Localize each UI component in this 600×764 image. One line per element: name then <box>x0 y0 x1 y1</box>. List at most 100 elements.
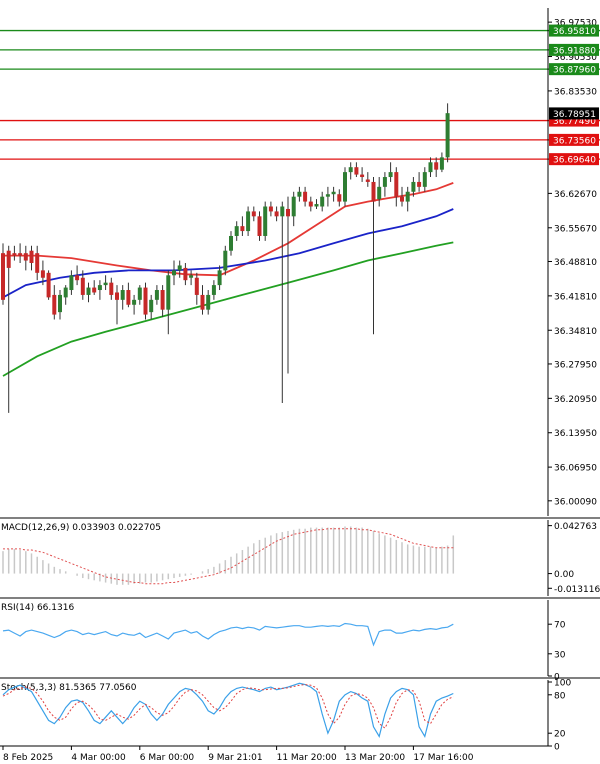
tick-label: 36.83530 <box>554 87 597 97</box>
candle <box>274 206 279 222</box>
candle <box>377 177 382 207</box>
candle-body <box>29 250 34 263</box>
candle <box>240 216 245 236</box>
ma-line-mid <box>2 208 454 299</box>
candle <box>75 265 80 286</box>
level-label-box <box>549 24 599 37</box>
candle <box>6 245 11 413</box>
candle <box>394 167 399 207</box>
candle-body <box>388 172 393 178</box>
candle <box>382 172 387 197</box>
tick-label: 36.97530 <box>554 19 597 29</box>
candle-body <box>274 211 279 217</box>
rsi-line <box>2 622 454 647</box>
candle-body <box>115 292 119 300</box>
candle <box>115 285 119 325</box>
level-price-label: 36.87960 <box>553 66 596 76</box>
candle <box>314 199 319 209</box>
candle-body <box>400 196 404 202</box>
tick-label: 30 <box>554 650 566 660</box>
candle-body <box>297 191 302 197</box>
tick-label: 36.20950 <box>554 395 597 405</box>
candle-body <box>143 287 148 315</box>
macd-axis-ticks: 0.042763 0.00 -0.013116 <box>548 522 600 595</box>
candle <box>445 103 450 163</box>
macd-pane: MACD(12,26,9) 0.033903 0.022705 0.042763… <box>1 520 600 596</box>
candle <box>97 280 102 300</box>
current-price-label: 36.78951 <box>553 110 596 120</box>
candle <box>109 277 114 300</box>
candle <box>35 245 40 281</box>
candle <box>29 245 34 271</box>
candle-body <box>405 191 410 202</box>
candle-body <box>246 211 251 232</box>
candle-body <box>377 186 382 200</box>
candle <box>303 186 308 207</box>
candle <box>194 272 199 305</box>
candle-body <box>234 226 239 236</box>
candlesticks <box>1 103 450 413</box>
level-price-label: 36.77490 <box>553 117 596 127</box>
rsi-path <box>2 622 454 647</box>
candle-body <box>80 277 85 295</box>
candle-body <box>217 270 222 286</box>
candle-body <box>280 206 285 217</box>
current-price-box <box>549 107 599 120</box>
tick-label: 36.48810 <box>554 258 597 268</box>
horizontal-levels <box>0 29 600 160</box>
candle-body <box>126 290 131 305</box>
candle <box>257 211 262 241</box>
candle <box>149 294 154 320</box>
time-label: 13 Mar 20:00 <box>345 753 405 763</box>
candle <box>223 245 228 276</box>
candle-body <box>411 181 416 192</box>
candle <box>143 282 148 320</box>
candle-body <box>46 272 51 298</box>
candle <box>206 290 211 315</box>
stoch-title: Stoch(5,3,3) 81.5365 77.0560 <box>1 683 137 693</box>
candle <box>308 196 313 212</box>
candle <box>286 196 290 374</box>
candle <box>325 186 330 207</box>
candle-body <box>325 194 330 197</box>
candle <box>46 270 51 300</box>
candle-body <box>337 194 342 202</box>
candle <box>417 172 422 192</box>
candle <box>291 191 296 227</box>
candle-body <box>240 226 245 232</box>
candle-body <box>149 299 154 313</box>
tick-label: 36.27950 <box>554 360 597 370</box>
time-label: 17 Mar 16:00 <box>413 753 473 763</box>
tick-label: 36.06950 <box>554 464 597 474</box>
candle <box>234 221 239 241</box>
candle <box>86 282 91 303</box>
candle-body <box>257 216 262 236</box>
level-label-box <box>549 133 599 146</box>
candle-body <box>434 162 439 170</box>
tick-label: 0.00 <box>554 570 574 580</box>
tick-label: 36.55670 <box>554 224 597 234</box>
tick-label: 80 <box>554 691 566 701</box>
candle <box>120 285 125 310</box>
stoch-lines <box>2 682 454 738</box>
stoch-axis-ticks: 100 80 20 0 <box>548 679 571 753</box>
candle <box>211 280 216 300</box>
candle-body <box>206 294 211 310</box>
tick-label: 36.00090 <box>554 497 597 507</box>
candle-body <box>172 270 176 276</box>
price-pane: 36.97530 36.90530 36.83530 36.62670 36.55670… <box>0 8 600 516</box>
time-label: 11 Mar 20:00 <box>277 753 337 763</box>
candle-body <box>154 290 159 300</box>
candle <box>132 294 137 315</box>
candle-body <box>23 253 28 261</box>
candle-body <box>86 287 91 295</box>
candle <box>80 270 85 300</box>
level-price-label: 36.73560 <box>553 136 596 146</box>
candle-body <box>251 211 256 217</box>
candle <box>320 191 325 212</box>
candle <box>388 162 393 182</box>
candle-body <box>286 208 290 217</box>
macd-histogram <box>2 526 455 585</box>
candle-body <box>439 157 444 170</box>
price-axis-ticks: 36.97530 36.90530 36.83530 36.62670 36.55670… <box>548 19 597 507</box>
